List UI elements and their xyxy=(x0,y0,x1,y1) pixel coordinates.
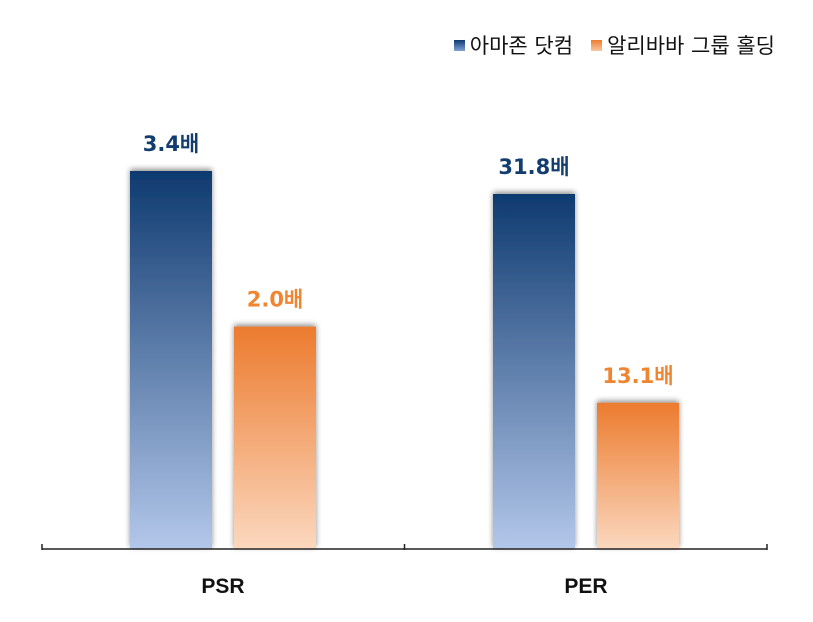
data-label-psr-series-0: 3.4배 xyxy=(143,132,200,156)
chart-legend: 아마존 닷컴 알리바바 그룹 홀딩 xyxy=(453,30,775,60)
x-tick-label-per: PER xyxy=(564,575,607,598)
x-tick-label-psr: PSR xyxy=(201,575,244,598)
data-label-per-series-1: 13.1배 xyxy=(602,364,673,388)
legend-item-alibaba: 알리바바 그룹 홀딩 xyxy=(591,30,775,60)
bar-per-series-0 xyxy=(493,194,575,549)
legend-item-amazon: 아마존 닷컴 xyxy=(453,30,574,60)
legend-label-amazon: 아마존 닷컴 xyxy=(469,34,574,58)
data-label-psr-series-1: 2.0배 xyxy=(247,288,304,312)
bar-psr-series-1 xyxy=(234,326,316,549)
legend-swatch-amazon xyxy=(453,39,465,51)
bar-psr-series-0 xyxy=(130,171,212,549)
legend-swatch-alibaba xyxy=(591,39,603,51)
bar-per-series-1 xyxy=(597,402,679,549)
legend-label-alibaba: 알리바바 그룹 홀딩 xyxy=(607,34,775,58)
data-label-per-series-0: 31.8배 xyxy=(498,155,569,179)
